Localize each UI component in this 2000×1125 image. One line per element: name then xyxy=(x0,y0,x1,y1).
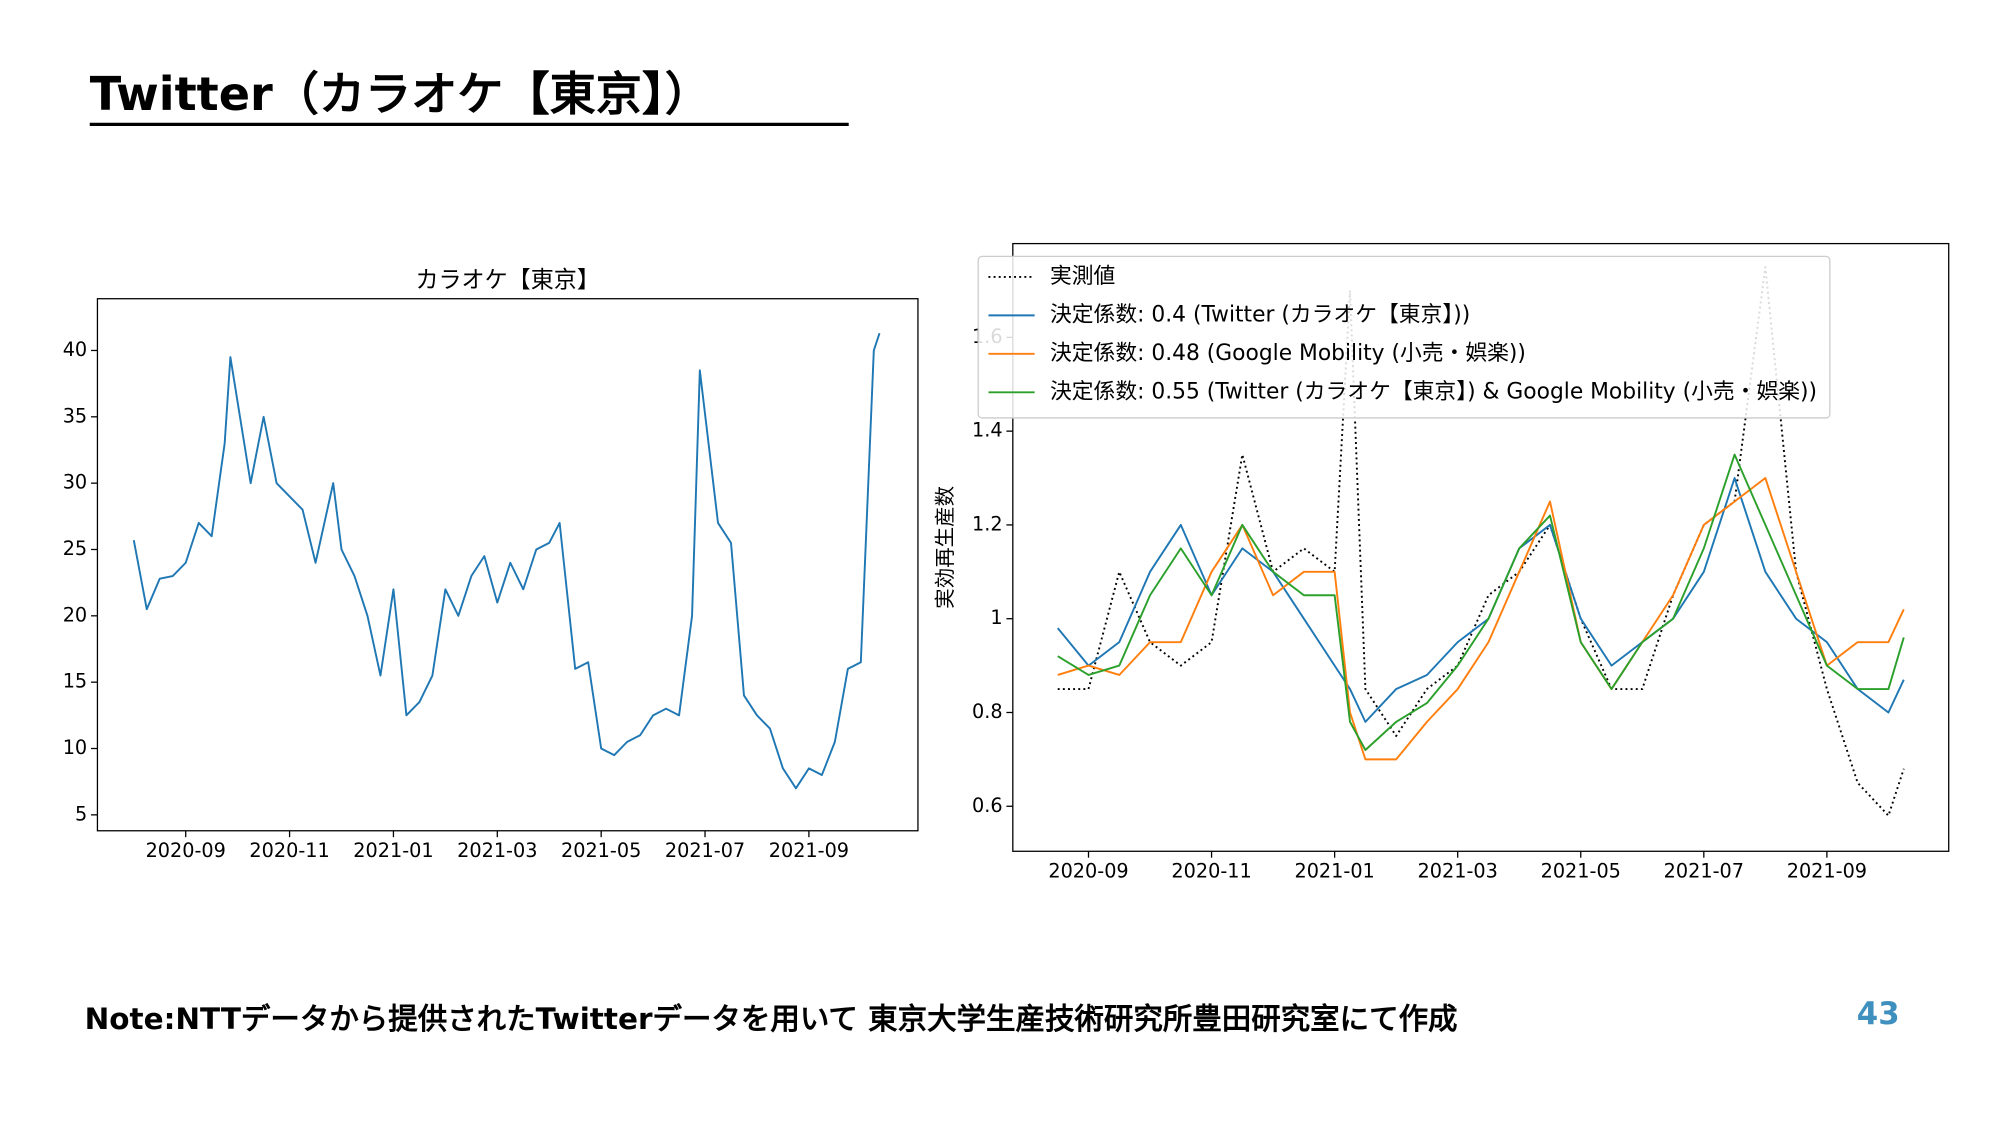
x-tick-label: 2021-09 xyxy=(1787,859,1867,882)
plot-frame xyxy=(96,298,919,832)
footnote: Note:NTTデータから提供されたTwitterデータを用いて 東京大学生産技… xyxy=(85,1002,1458,1036)
y-tick-label: 1.2 xyxy=(972,512,1003,535)
y-tick-label: 15 xyxy=(63,670,87,693)
x-tick-label: 2021-07 xyxy=(1664,859,1744,882)
series-line xyxy=(1057,477,1905,761)
y-tick-label: 10 xyxy=(63,736,87,759)
y-tick-label: 20 xyxy=(63,603,87,626)
x-tick-label: 2021-01 xyxy=(353,839,433,862)
x-tick-label: 2020-09 xyxy=(146,839,226,862)
y-tick-label: 0.6 xyxy=(972,794,1003,817)
chart-title: カラオケ【東京】 xyxy=(415,267,600,293)
x-tick-label: 2021-01 xyxy=(1294,859,1374,882)
x-tick-label: 2020-11 xyxy=(249,839,329,862)
y-tick-label: 0.8 xyxy=(972,700,1003,723)
legend-box xyxy=(977,255,1831,419)
legend-label: 決定係数: 0.55 (Twitter (カラオケ【東京】) & Google … xyxy=(1050,379,1817,404)
y-tick-label: 30 xyxy=(63,471,87,494)
series-line xyxy=(132,332,881,790)
x-tick-label: 2021-05 xyxy=(561,839,641,862)
y-axis-label: 実効再生産数 xyxy=(933,486,957,609)
y-tick-label: 25 xyxy=(63,537,87,560)
x-tick-label: 2021-05 xyxy=(1541,859,1621,882)
plot-frame xyxy=(1012,242,1950,852)
legend-label: 実測値 xyxy=(1050,264,1115,289)
y-tick-label: 35 xyxy=(63,404,87,427)
x-tick-label: 2021-07 xyxy=(665,839,745,862)
x-tick-label: 2021-03 xyxy=(1418,859,1498,882)
y-tick-label: 1 xyxy=(990,606,1002,629)
page-number: 43 xyxy=(1857,996,1900,1032)
y-tick-label: 40 xyxy=(63,338,87,361)
legend-label: 決定係数: 0.4 (Twitter (カラオケ【東京】)) xyxy=(1050,302,1470,327)
y-tick-label: 5 xyxy=(75,802,87,825)
series-line xyxy=(1057,453,1905,751)
x-tick-label: 2020-09 xyxy=(1048,859,1128,882)
legend-label: 決定係数: 0.48 (Google Mobility (小売・娯楽)) xyxy=(1050,341,1526,366)
y-tick-label: 1.4 xyxy=(972,419,1003,442)
slide-title: Twitter（カラオケ【東京】） xyxy=(90,67,711,121)
x-tick-label: 2020-11 xyxy=(1171,859,1251,882)
x-tick-label: 2021-03 xyxy=(457,839,537,862)
x-tick-label: 2021-09 xyxy=(769,839,849,862)
